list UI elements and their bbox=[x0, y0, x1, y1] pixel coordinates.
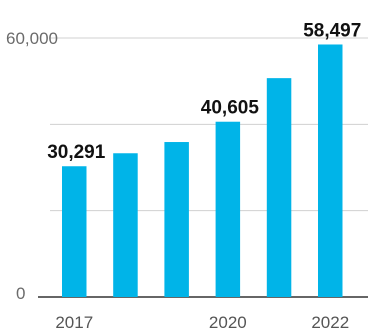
label-layer: 0 60,000 2017 2020 2022 30,291 40,605 58,497 bbox=[6, 20, 361, 330]
bar-2019 bbox=[164, 142, 189, 297]
data-label-2022: 58,497 bbox=[303, 20, 361, 41]
grid-layer bbox=[38, 37, 368, 298]
y-tick-label-1: 60,000 bbox=[6, 29, 58, 48]
y-tick-label-0: 0 bbox=[16, 284, 25, 303]
bar-2021 bbox=[266, 78, 292, 298]
x-tick-label-2017: 2017 bbox=[55, 313, 93, 330]
bar-2022 bbox=[318, 44, 343, 298]
bar-2017 bbox=[62, 166, 87, 297]
bar-2018 bbox=[113, 153, 138, 297]
x-tick-label-2022: 2022 bbox=[311, 313, 349, 330]
bar-layer bbox=[62, 44, 343, 298]
data-label-2017: 30,291 bbox=[47, 142, 106, 163]
x-tick-label-2020: 2020 bbox=[209, 313, 247, 330]
data-label-2020: 40,605 bbox=[201, 98, 260, 119]
bar-2020 bbox=[215, 121, 241, 298]
